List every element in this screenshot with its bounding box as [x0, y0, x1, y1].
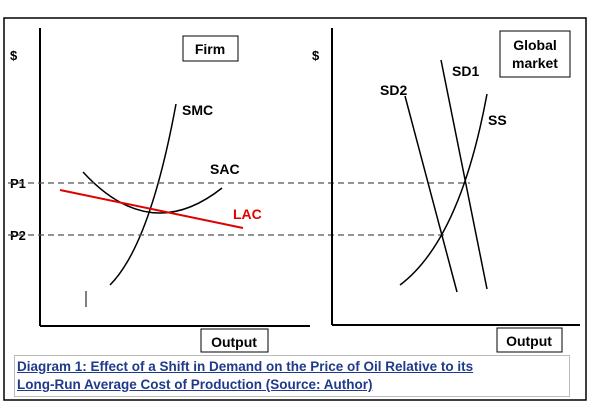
price-label-p1: P1: [10, 176, 26, 191]
caption-line-2: Long-Run Average Cost of Production (Sou…: [17, 377, 373, 392]
market-title-box: [499, 30, 571, 78]
market-panel: $ Global market SD2 SD1 SS Output: [312, 28, 580, 353]
sd2-curve: [404, 95, 458, 293]
firm-title-box: [182, 35, 239, 62]
sd2-label: SD2: [380, 82, 407, 98]
diagram-border: [3, 17, 587, 401]
sac-label: SAC: [210, 161, 240, 177]
ss-curve: [399, 93, 488, 286]
sd1-label: SD1: [452, 63, 479, 79]
firm-x-axis-label-box: [200, 328, 269, 353]
diagram-caption: Diagram 1: Effect of a Shift in Demand o…: [14, 355, 570, 397]
sd1-curve: [440, 59, 488, 290]
market-title-line2: market: [512, 55, 558, 71]
smc-curve: [109, 103, 177, 286]
market-x-axis-label: Output: [506, 333, 552, 349]
lac-label: LAC: [233, 206, 262, 222]
smc-label: SMC: [182, 102, 213, 118]
lac-curve: [59, 189, 244, 229]
market-y-axis-label: $: [312, 48, 320, 63]
firm-title: Firm: [195, 41, 225, 57]
firm-panel: $ Firm P1 P2 SAC SMC LAC Output: [10, 28, 310, 353]
ss-label: SS: [488, 112, 507, 128]
price-label-p2: P2: [10, 228, 26, 243]
market-x-axis-label-box: [496, 327, 563, 353]
caption-line-1: Diagram 1: Effect of a Shift in Demand o…: [17, 359, 474, 374]
sac-curve: [82, 171, 223, 214]
market-title-line1: Global: [513, 37, 557, 53]
firm-y-axis-label: $: [10, 48, 18, 63]
firm-x-axis-label: Output: [211, 334, 257, 350]
